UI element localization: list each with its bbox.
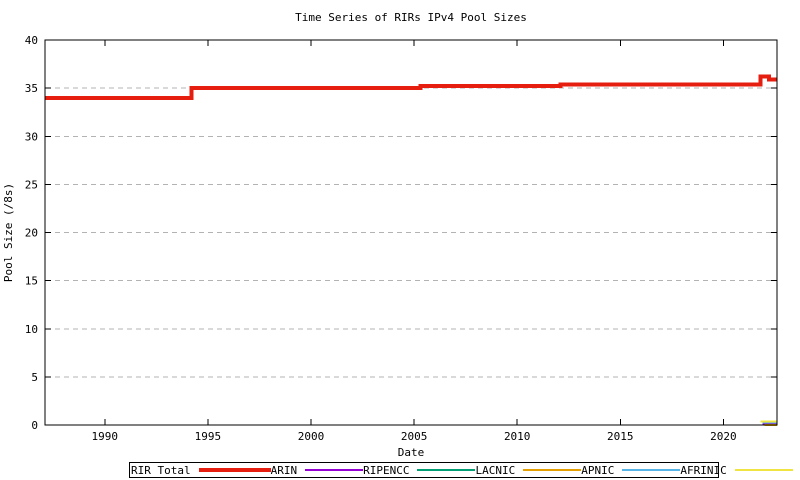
legend-label: RIPENCC xyxy=(363,463,410,477)
x-tick-label: 1990 xyxy=(92,430,119,443)
legend-label: AFRINIC xyxy=(680,463,727,477)
legend-label: APNIC xyxy=(581,463,615,477)
x-tick-label: 2020 xyxy=(710,430,737,443)
y-tick-label: 0 xyxy=(31,419,38,432)
legend-item-lacnic: LACNIC xyxy=(475,463,582,477)
x-tick-label: 2005 xyxy=(401,430,428,443)
legend-label: ARIN xyxy=(270,463,298,477)
legend-item-apnic: APNIC xyxy=(581,463,681,477)
y-tick-label: 10 xyxy=(25,323,38,336)
y-tick-label: 15 xyxy=(25,275,38,288)
legend-line-sample xyxy=(305,469,364,471)
legend-item-rir-total: RIR Total xyxy=(131,464,271,477)
y-tick-label: 35 xyxy=(25,82,38,95)
series-rir-total xyxy=(45,74,777,100)
legend-line-sample xyxy=(734,469,793,471)
legend-line-sample xyxy=(523,469,582,471)
x-axis-label: Date xyxy=(397,446,425,459)
x-tick-label: 1995 xyxy=(195,430,222,443)
y-axis-label: Pool Size (/8s) xyxy=(2,182,15,283)
legend-line-sample xyxy=(417,469,476,471)
chart-title: Time Series of RIRs IPv4 Pool Sizes xyxy=(295,11,527,24)
legend-box: RIR Total ARIN RIPENCC LACNIC APNIC AFRINIC xyxy=(129,462,793,478)
x-tick-label: 2000 xyxy=(298,430,325,443)
legend-line-sample xyxy=(198,468,271,472)
legend-item-arin: ARIN xyxy=(271,464,364,477)
legend-label: RIR Total xyxy=(131,463,191,477)
y-tick-label: 5 xyxy=(31,371,38,384)
x-tick-label: 2010 xyxy=(504,430,531,443)
y-tick-label: 30 xyxy=(25,130,38,143)
y-tick-label: 25 xyxy=(25,178,38,191)
y-tick-label: 40 xyxy=(25,34,38,47)
x-tick-label: 2015 xyxy=(607,430,634,443)
legend-item-ripencc: RIPENCC xyxy=(363,463,476,477)
legend-line-sample xyxy=(622,469,681,471)
y-tick-label: 20 xyxy=(25,227,38,240)
legend-label: LACNIC xyxy=(475,463,516,477)
legend-item-afrinic: AFRINIC xyxy=(680,463,793,477)
